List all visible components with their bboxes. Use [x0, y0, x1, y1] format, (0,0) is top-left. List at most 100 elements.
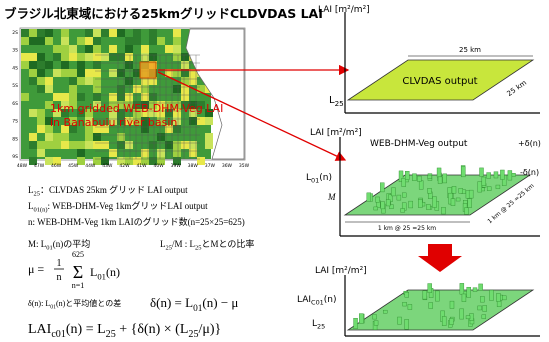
formula: Σ	[73, 262, 83, 282]
land-cell	[197, 117, 205, 125]
grid-bump	[367, 193, 371, 202]
grid-bump	[417, 176, 421, 181]
map-x-tick: 41W	[136, 163, 147, 169]
text-line: L25	[329, 95, 344, 108]
grid-bump	[408, 304, 412, 309]
land-cell	[165, 45, 173, 53]
land-cell	[61, 29, 69, 37]
land-cell	[61, 45, 69, 53]
grid-bump	[462, 294, 466, 302]
grid-bump	[373, 315, 377, 319]
grid-bump	[405, 319, 409, 329]
axis-label: LAI [m²/m²]	[315, 266, 367, 276]
map-x-tick: 47W	[34, 163, 45, 169]
surface-label: CLVDAS output	[402, 76, 477, 87]
land-cell	[157, 149, 165, 157]
mean-label: M	[327, 192, 336, 202]
land-cell	[37, 77, 45, 85]
grid-bump	[438, 177, 442, 184]
grid-bump	[451, 199, 455, 206]
map-y-tick: 8S	[12, 136, 18, 142]
land-cell	[61, 141, 69, 149]
text-part: とMとの比率	[201, 238, 254, 249]
land-cell	[53, 133, 61, 141]
text-line: L01(n): WEB-DHM-Veg 1kmグリッドLAI output	[28, 200, 208, 214]
grid-bump	[409, 201, 413, 208]
land-cell	[77, 69, 85, 77]
grid-bump	[494, 172, 498, 178]
land-cell	[69, 69, 77, 77]
land-cell	[21, 61, 29, 69]
land-cell	[125, 61, 133, 69]
map-x-tick: 42W	[119, 163, 130, 169]
grid-bump	[376, 197, 380, 202]
land-cell	[93, 85, 101, 93]
grid-bump	[402, 193, 406, 197]
land-cell	[69, 85, 77, 93]
land-cell	[29, 77, 37, 85]
land-cell	[69, 77, 77, 85]
map-y-tick: 5S	[12, 83, 18, 89]
dimension-label: 25 km	[506, 79, 529, 98]
axis-label: LAI [m²/m²]	[318, 5, 370, 15]
map-x-tick: 35W	[239, 163, 250, 169]
land-cell	[149, 29, 157, 37]
land-cell	[37, 29, 45, 37]
text-line: L25/M : L25とMとの比率	[160, 238, 254, 252]
grid-bump	[418, 199, 422, 207]
map-x-tick: 44W	[85, 163, 96, 169]
land-cell	[29, 53, 37, 61]
land-cell	[93, 53, 101, 61]
land-cell	[29, 37, 37, 45]
land-cell	[45, 37, 53, 45]
grid-bump	[467, 287, 471, 297]
land-cell	[173, 149, 181, 157]
grid-bump	[423, 291, 427, 299]
land-cell	[93, 93, 101, 101]
grid-bump	[482, 177, 486, 186]
land-cell	[37, 85, 45, 93]
land-cell	[149, 93, 157, 101]
grid-bump	[426, 204, 430, 209]
text-part: (n)の平均	[53, 238, 91, 249]
land-cell	[181, 141, 189, 149]
grid-bump	[459, 188, 463, 193]
land-cell	[149, 141, 157, 149]
land-cell	[37, 125, 45, 133]
land-cell	[85, 133, 93, 141]
grid-bump	[391, 188, 395, 196]
land-cell	[53, 45, 61, 53]
land-cell	[45, 61, 53, 69]
slide: ブラジル北東域における25kmグリッドCLDVDAS LAI 48W47W46W…	[0, 0, 549, 342]
land-cell	[173, 29, 181, 37]
grid-bump	[428, 188, 432, 193]
text-part: (n)と平均値との差	[56, 298, 121, 308]
grid-bump	[405, 292, 409, 297]
land-cell	[85, 37, 93, 45]
land-cell	[21, 93, 29, 101]
land-cell	[61, 37, 69, 45]
map-y-tick: 2S	[12, 30, 18, 36]
text-part: n: WEB-DHM-Veg 1km LAIのグリッド数(n=25×25=625…	[28, 216, 245, 227]
map-annotation: in Banabuiu river basin	[50, 116, 177, 129]
land-cell	[29, 69, 37, 77]
land-cell	[109, 149, 117, 157]
grid-bump	[429, 303, 433, 309]
land-cell	[141, 45, 149, 53]
land-cell	[133, 85, 141, 93]
land-cell	[61, 69, 69, 77]
land-cell	[101, 141, 109, 149]
panels: LAI [m²/m²]CLVDAS output25 km25 kmL25LAI…	[297, 5, 541, 336]
land-cell	[101, 29, 109, 37]
grid-bump	[483, 305, 487, 311]
land-cell	[69, 93, 77, 101]
grid-bump	[449, 318, 453, 324]
land-cell	[29, 133, 37, 141]
land-cell	[21, 37, 29, 45]
grid-bump	[428, 175, 432, 179]
subscript: 01(n)	[34, 207, 48, 214]
land-cell	[77, 149, 85, 157]
land-cell	[29, 61, 37, 69]
land-cell	[125, 37, 133, 45]
formula: n=1	[72, 281, 85, 290]
